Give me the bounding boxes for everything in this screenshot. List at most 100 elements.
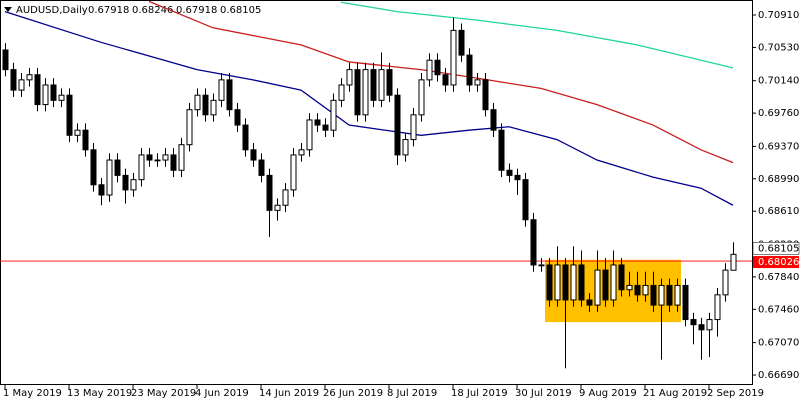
x-tick-label: 8 Jul 2019 [387, 388, 437, 399]
candle-body [482, 79, 489, 111]
x-tick-label: 26 Jun 2019 [323, 388, 383, 399]
candle-body [714, 294, 721, 321]
candle-body [282, 189, 289, 206]
candle-body [50, 84, 57, 101]
candle-body [74, 129, 81, 136]
candle-body [506, 169, 513, 176]
candle-body [594, 269, 601, 306]
x-tick-label: 14 Jun 2019 [259, 388, 319, 399]
candle-body [90, 149, 97, 186]
candle-body [426, 59, 433, 81]
header-value: 0.67918 [176, 5, 217, 16]
candle-body [162, 154, 169, 161]
candle-body [34, 74, 41, 106]
candle-body [250, 149, 257, 161]
candle-body [570, 264, 577, 301]
candle-body [242, 124, 249, 151]
candle-body [42, 84, 49, 106]
y-tick-label: 0.68610 [758, 206, 799, 217]
candle-body [490, 109, 497, 131]
candle-body [466, 54, 473, 86]
candle-body [218, 79, 225, 101]
candle-body [266, 174, 273, 211]
candle-body [66, 94, 73, 136]
candle-body [706, 319, 713, 331]
candle-body [58, 94, 65, 101]
candle-body [690, 319, 697, 326]
candle-body [562, 264, 569, 301]
candle-body [618, 264, 625, 291]
candle-body [658, 284, 665, 306]
x-tick-label: 2 Sep 2019 [707, 388, 764, 399]
candle-body [442, 74, 449, 86]
candle-body [338, 84, 345, 101]
y-tick-label: 0.67460 [758, 304, 799, 315]
candle-body [370, 69, 377, 101]
x-tick-label: 18 Jul 2019 [451, 388, 508, 399]
price-line-box [753, 256, 799, 269]
y-tick-label: 0.67070 [758, 338, 799, 349]
candle-body [666, 284, 673, 306]
candle-body [274, 204, 281, 211]
candle-body [602, 269, 609, 301]
candle-body [634, 284, 641, 296]
candle-body [450, 29, 457, 86]
candle-body [202, 94, 209, 116]
y-tick-label: 0.68990 [758, 174, 799, 185]
candle-body [514, 174, 521, 181]
x-tick-label: 1 May 2019 [3, 388, 62, 399]
x-tick-label: 13 May 2019 [67, 388, 132, 399]
candle-body [290, 154, 297, 191]
candle-body [82, 129, 89, 151]
candle-body [402, 139, 409, 156]
candle-body [26, 74, 33, 81]
candle-body [394, 94, 401, 156]
candle-body [258, 159, 265, 176]
candle-body [346, 69, 353, 86]
candle-body [138, 154, 145, 181]
candle-body [170, 154, 177, 171]
candle-body [186, 109, 193, 146]
candle-body [610, 264, 617, 301]
header-value: 0.67918 [88, 5, 129, 16]
y-tick-label: 0.70910 [758, 10, 799, 21]
candle-body [314, 119, 321, 126]
menu-icon[interactable] [4, 7, 12, 12]
candle-body [114, 159, 121, 176]
candle-body [306, 119, 313, 151]
candle-body [410, 114, 417, 141]
candle-body [530, 219, 537, 266]
candle-body [578, 264, 585, 301]
candle-body [194, 94, 201, 111]
candle-body [434, 59, 441, 76]
candle-body [298, 149, 305, 156]
candle-body [322, 124, 329, 131]
candle-body [330, 99, 337, 131]
candle-body [106, 159, 113, 196]
candle-body [362, 69, 369, 116]
candle-body [522, 179, 529, 221]
candle-body [498, 129, 505, 171]
candle-body [586, 299, 593, 306]
candle-body [226, 79, 233, 111]
moving-average [4, 10, 734, 206]
candle-body [458, 29, 465, 56]
candle-body [722, 269, 729, 296]
header-value: 0.68246 [132, 5, 173, 16]
header-value: 0.68105 [220, 5, 261, 16]
candle-body [386, 69, 393, 96]
candle-body [18, 79, 25, 91]
moving-average [340, 1, 734, 69]
y-tick-label: 0.69370 [758, 141, 799, 152]
x-tick-label: 23 May 2019 [131, 388, 196, 399]
candle-body [698, 324, 705, 331]
candle-body [234, 109, 241, 126]
candle-body [2, 49, 9, 71]
chart-title: AUDUSD,Daily [16, 5, 88, 16]
candle-body [674, 284, 681, 306]
y-tick-label: 0.66690 [758, 370, 799, 381]
candle-body [10, 69, 17, 91]
y-tick-label: 0.69760 [758, 108, 799, 119]
